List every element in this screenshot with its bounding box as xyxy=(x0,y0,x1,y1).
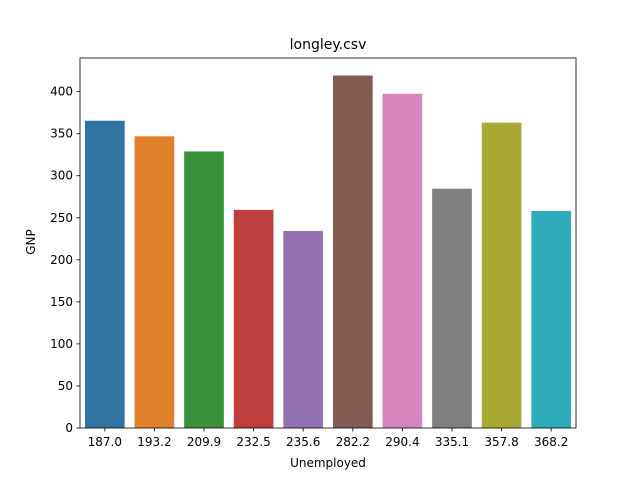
x-tick-label: 232.5 xyxy=(236,435,270,449)
x-tick-label: 187.0 xyxy=(88,435,122,449)
y-axis-label: GNP xyxy=(24,229,38,255)
bar-335.1 xyxy=(432,188,472,428)
x-tick-label: 357.8 xyxy=(484,435,518,449)
y-tick-label: 350 xyxy=(50,127,73,141)
y-tick-label: 400 xyxy=(50,85,73,99)
x-tick-label: 209.9 xyxy=(187,435,221,449)
x-tick-label: 282.2 xyxy=(336,435,370,449)
y-tick-label: 150 xyxy=(50,295,73,309)
bar-187.0 xyxy=(84,120,125,429)
y-tick-label: 250 xyxy=(50,211,73,225)
bar-290.4 xyxy=(382,93,423,428)
x-tick-label: 235.6 xyxy=(286,435,320,449)
y-tick-label: 300 xyxy=(50,169,73,183)
bar-368.2 xyxy=(531,210,572,428)
bar-193.2 xyxy=(134,136,175,428)
y-axis: 0 50 100 150 200 250 300 350 400 xyxy=(50,85,80,435)
x-tick-label: 335.1 xyxy=(435,435,469,449)
plot-frame xyxy=(79,57,577,429)
y-tick-label: 0 xyxy=(65,421,73,435)
x-axis: 187.0 193.2 209.9 232.5 235.6 282.2 290.4 335.1… xyxy=(88,428,568,449)
bar-357.8 xyxy=(481,122,522,429)
x-tick-label: 290.4 xyxy=(385,435,419,449)
bar-232.5 xyxy=(233,209,274,428)
y-tick-label: 50 xyxy=(58,379,73,393)
x-axis-label: Unemployed xyxy=(290,456,366,470)
bars-group xyxy=(84,75,572,429)
bar-209.9 xyxy=(184,151,224,429)
x-tick-label: 368.2 xyxy=(534,435,568,449)
chart-title: longley.csv xyxy=(290,37,367,53)
x-tick-label: 193.2 xyxy=(137,435,171,449)
bar-235.6 xyxy=(283,230,324,428)
y-tick-label: 100 xyxy=(50,337,73,351)
bar-282.2 xyxy=(332,75,373,428)
y-tick-label: 200 xyxy=(50,253,73,267)
